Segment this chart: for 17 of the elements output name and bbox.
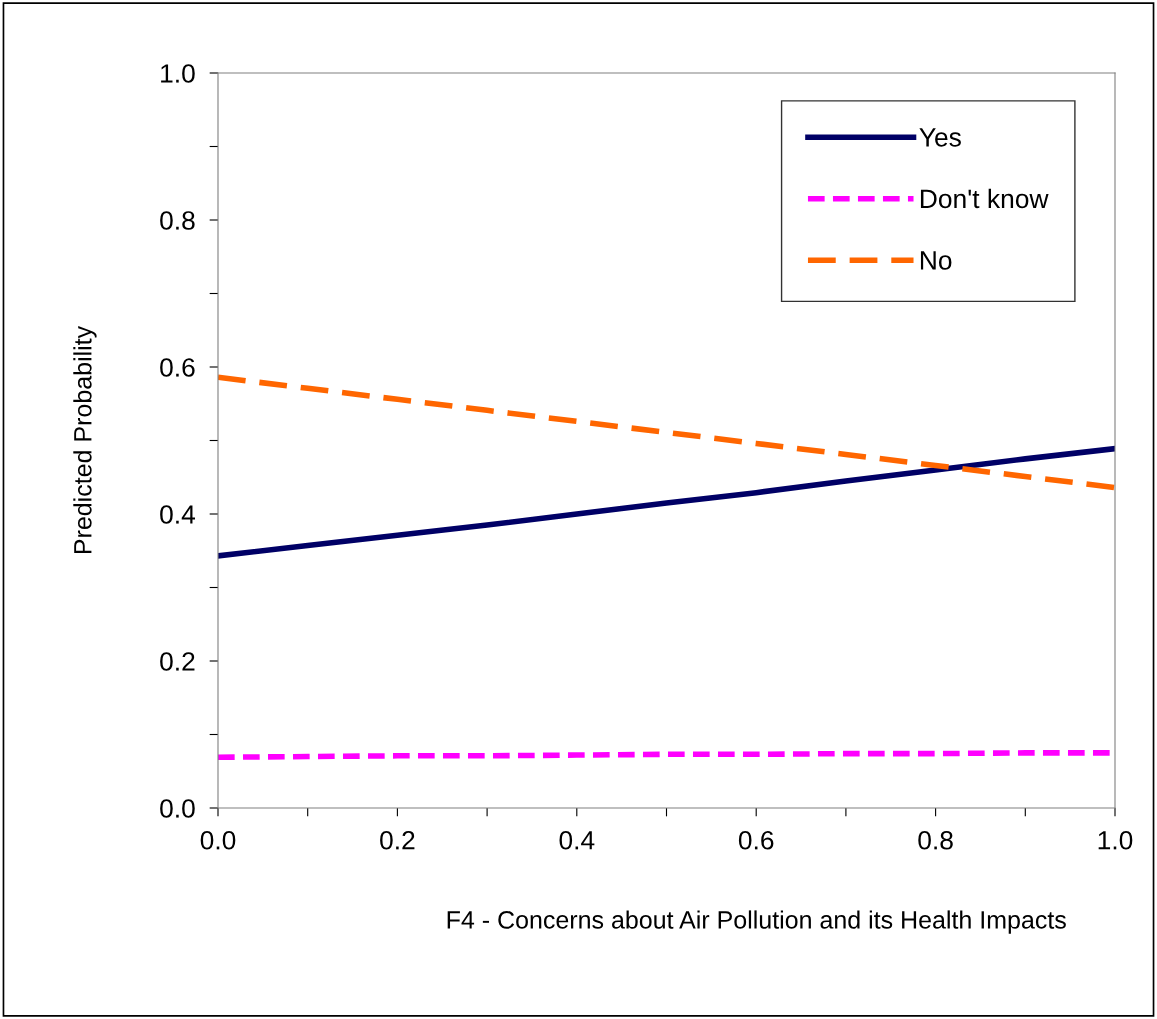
legend-label: Yes [919,128,961,147]
x-tick-label: 0.2 [380,830,415,850]
x-axis-title: F4 - Concerns about Air Pollution and its Health Impacts [447,910,1066,934]
y-tick-label: 1.0 [161,64,195,83]
x-tick-label: 0.0 [200,830,236,850]
x-tick-label: 1.0 [1098,830,1133,850]
y-tick-label: 0.4 [160,505,196,524]
legend-label: No [920,251,952,270]
y-axis-title: Predicted Probability [73,325,97,554]
x-tick-label: 0.4 [559,830,595,850]
y-tick-label: 0.6 [160,358,195,377]
y-tick-label: 0.0 [160,799,195,818]
legend-label: Don't know [920,188,1049,209]
y-tick-label: 0.8 [160,211,195,230]
x-tick-label: 0.6 [738,830,774,850]
y-tick-label: 0.2 [160,652,195,671]
x-tick-label: 0.8 [918,830,953,850]
